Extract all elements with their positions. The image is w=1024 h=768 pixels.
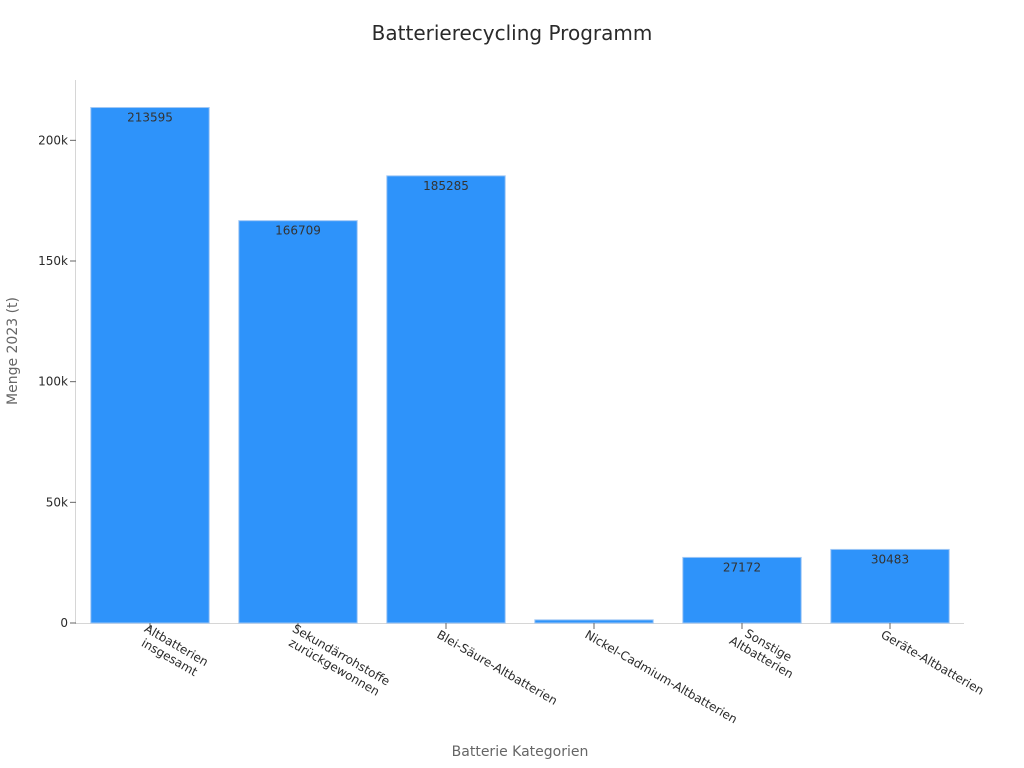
x-tick-label-line: Nickel-Cadmium-Altbatterien: [583, 627, 740, 726]
x-tick-label: Nickel-Cadmium-Altbatterien: [583, 627, 740, 726]
data-label: 27172: [723, 560, 761, 574]
x-tick-label-line: Geräte-Altbatterien: [879, 627, 987, 697]
x-tick-label: Blei-Säure-Altbatterien: [435, 627, 560, 707]
data-label: 166709: [275, 224, 321, 238]
y-axis-ticks: 0 50k 100k 150k 200k: [38, 133, 76, 630]
data-label: 30483: [871, 552, 909, 566]
data-label: 213595: [127, 111, 173, 125]
y-tick-label: 50k: [46, 495, 68, 509]
y-tick-label: 0: [60, 616, 68, 630]
y-tick-label: 150k: [38, 254, 68, 268]
data-labels: 213595 166709 185285 27172 30483: [127, 111, 909, 575]
x-tick-label-line: Blei-Säure-Altbatterien: [435, 627, 560, 707]
x-tick-label: Geräte-Altbatterien: [879, 627, 987, 697]
bar: [386, 175, 506, 624]
x-axis-label: Batterie Kategorien: [452, 744, 589, 760]
data-label: 185285: [423, 179, 469, 193]
bar: [90, 107, 210, 624]
y-tick-label: 100k: [38, 375, 68, 389]
bar: [238, 220, 358, 624]
y-axis-label: Menge 2023 (t): [5, 297, 21, 405]
chart-title: Batterierecycling Programm: [372, 21, 653, 45]
bar-series: [90, 107, 950, 624]
bar: [830, 548, 950, 624]
bar: [534, 619, 654, 624]
y-tick-label: 200k: [38, 133, 68, 147]
